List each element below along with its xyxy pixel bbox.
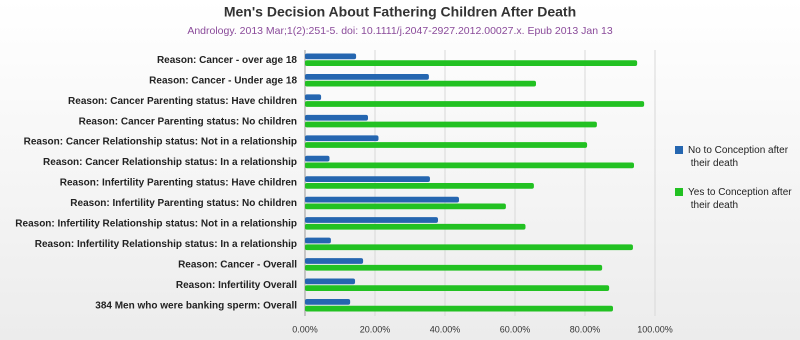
bar xyxy=(305,223,526,230)
y-tick-label: Reason: Infertility Parenting status: No… xyxy=(70,198,297,209)
y-tick-label: 384 Men who were banking sperm: Overall xyxy=(95,300,297,311)
bar xyxy=(305,264,603,271)
y-tick-label: Reason: Cancer - Under age 18 xyxy=(149,75,297,86)
y-tick-label: Reason: Cancer Parenting status: Have ch… xyxy=(68,96,297,107)
y-tick-label: Reason: Infertility Parenting status: Ha… xyxy=(60,178,297,189)
bar xyxy=(305,114,368,121)
bar xyxy=(305,305,613,312)
bar xyxy=(305,176,430,182)
y-tick-label: Reason: Infertility Relationship status:… xyxy=(35,239,297,250)
bar xyxy=(305,53,357,60)
x-tick-label: 0.00% xyxy=(292,324,318,334)
chart-title: Men's Decision About Fathering Children … xyxy=(224,4,576,20)
y-tick-label: Reason: Cancer Relationship status: Not … xyxy=(24,137,297,148)
y-tick-label: Reason: Infertility Relationship status:… xyxy=(15,219,297,230)
legend-label: No to Conception after their death xyxy=(688,145,789,169)
y-tick-label: Reason: Cancer Relationship status: In a… xyxy=(43,157,297,168)
x-tick-label: 100.00% xyxy=(637,324,673,334)
bar xyxy=(305,142,588,148)
x-tick-label: 20.00% xyxy=(360,324,391,334)
y-tick-label: Reason: Cancer Parenting status: No chil… xyxy=(79,116,297,127)
bar xyxy=(305,162,634,169)
bar xyxy=(305,135,379,142)
bar xyxy=(305,278,356,285)
bar xyxy=(305,183,534,189)
bar xyxy=(305,285,610,292)
y-tick-label: Reason: Cancer - over age 18 xyxy=(157,55,297,66)
bar xyxy=(305,80,536,87)
bar xyxy=(305,217,438,223)
y-tick-label: Reason: Infertility Overall xyxy=(176,280,297,291)
bar xyxy=(305,73,429,80)
bar xyxy=(305,299,351,305)
bar xyxy=(305,121,597,128)
y-tick-label: Reason: Cancer - Overall xyxy=(178,259,297,270)
x-tick-label: 80.00% xyxy=(570,324,601,334)
bar xyxy=(305,203,506,210)
bar xyxy=(305,155,330,162)
x-tick-label: 60.00% xyxy=(500,324,531,334)
legend-swatch xyxy=(675,146,683,154)
bar xyxy=(305,196,459,203)
bar xyxy=(305,244,633,251)
bar xyxy=(305,94,322,101)
legend-swatch xyxy=(675,188,683,196)
chart-subtitle: Andrology. 2013 Mar;1(2):251-5. doi: 10.… xyxy=(187,25,613,37)
bar xyxy=(305,101,645,107)
x-tick-label: 40.00% xyxy=(430,324,461,334)
legend-label: Yes to Conception after their death xyxy=(688,187,792,211)
bar xyxy=(305,237,331,244)
bar xyxy=(305,258,364,264)
bar xyxy=(305,60,638,66)
